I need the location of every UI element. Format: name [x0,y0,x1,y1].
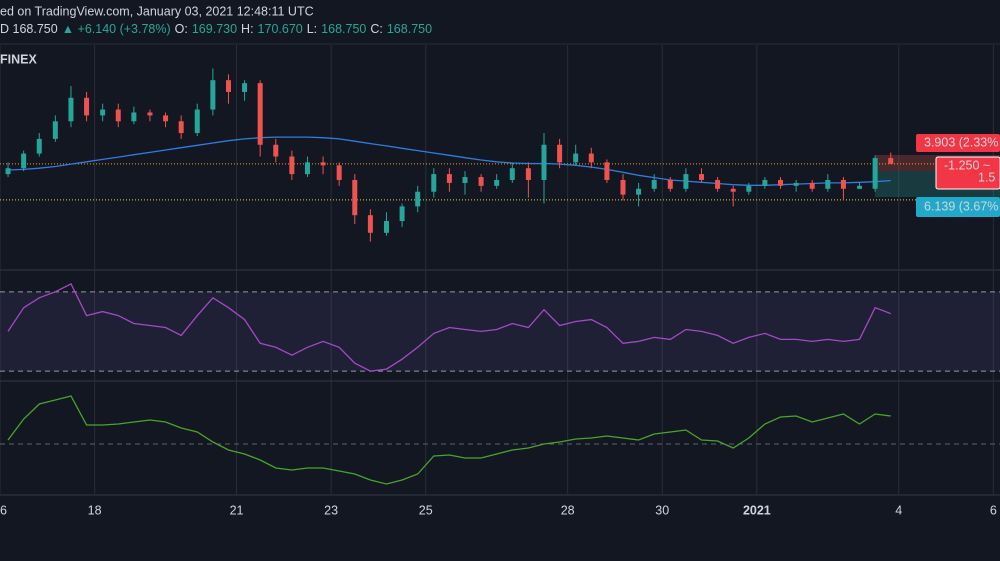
candle-body [478,177,484,186]
candle-body [667,179,673,189]
status-item: 170.670 [258,22,303,36]
candle-body [651,179,657,189]
candle-body [147,112,153,116]
x-tick-label: 21 [230,503,244,517]
candle-body [225,80,231,92]
candle-body [194,109,200,134]
candle-body [100,109,106,116]
candle-body [115,109,121,122]
candle-body [525,168,531,180]
candle-body [541,144,547,180]
x-tick-label: 6 [990,503,997,517]
annotation-box [916,197,1000,217]
indicator-line [7,283,891,372]
candle-body [5,168,11,175]
candle-body [872,158,878,189]
candle-body [431,174,437,192]
candle-body [367,215,373,233]
candle-body [21,153,27,169]
status-item: 168.750 [321,22,366,36]
candle-body [36,138,42,154]
status-item: O: [175,22,188,36]
candle-body [210,80,216,110]
candle-body [178,121,184,134]
chart-title: ed on TradingView.com, January 03, 2021 … [0,4,314,18]
candle-body [257,83,263,145]
annotation-label: -1.250 ~ [944,158,990,172]
x-tick-label: 16 [0,503,7,517]
x-tick-label: 4 [895,503,902,517]
candle-body [352,179,358,216]
candle-body [746,185,752,192]
candle-body [304,162,310,175]
status-item: L: [307,22,317,36]
candle-body [52,121,58,139]
candle-body [762,179,768,186]
candle-body [604,162,610,180]
candle-body [509,168,515,180]
candle-body [620,179,626,195]
status-item: C: [370,22,383,36]
status-item: 169.730 [192,22,237,36]
x-tick-label: 2021 [743,503,771,517]
x-tick-label: 25 [419,503,433,517]
candle-body [809,182,815,189]
candle-body [163,115,169,122]
candle-body [494,179,500,186]
x-tick-label: 28 [561,503,575,517]
candle-body [84,97,90,116]
status-line: D 168.750 ▲ +6.140 (+3.78%) O: 169.730 H: 170… [0,22,432,36]
moving-average [7,136,891,186]
candle-body [415,191,421,207]
status-item: 168.750 [387,22,432,36]
candle-body [399,206,405,222]
status-item: D 168.750 [0,22,58,36]
candle-body [273,144,279,157]
candle-body [242,83,248,92]
candle-body [383,221,389,233]
candle-body [730,188,736,192]
candle-body [888,158,894,164]
candle-body [446,174,452,183]
indicator-line [7,395,891,485]
candle-body [588,153,594,163]
annotation-label: 1.5 [978,170,995,184]
candle-body [699,174,705,180]
candle-body [683,174,689,189]
candle-body [68,97,74,122]
x-tick-label: 30 [655,503,669,517]
candle-body [573,153,579,163]
candle-body [289,156,295,175]
candle-body [336,165,342,180]
annotation-box [916,134,1000,152]
candle-body [131,112,137,122]
x-tick-label: 18 [88,503,102,517]
candle-body [840,179,846,189]
band-fill [0,291,1000,372]
exchange-label: FINEX [0,52,37,66]
candle-body [825,179,831,189]
candle-body [557,144,563,163]
candle-body [462,177,468,183]
candle-body [857,185,863,189]
candle-body [778,179,784,186]
annotation-label: 6.139 (3.67% [924,199,998,213]
candle-body [715,179,721,189]
annotation-label: 3.903 (2.33% [924,135,998,149]
annotation-box [935,156,1000,190]
candle-body [636,188,642,195]
candle-body [320,162,326,166]
status-item: ▲ +6.140 (+3.78%) [62,22,171,36]
candle-body [793,182,799,186]
x-tick-label: 23 [324,503,338,517]
status-item: H: [241,22,254,36]
